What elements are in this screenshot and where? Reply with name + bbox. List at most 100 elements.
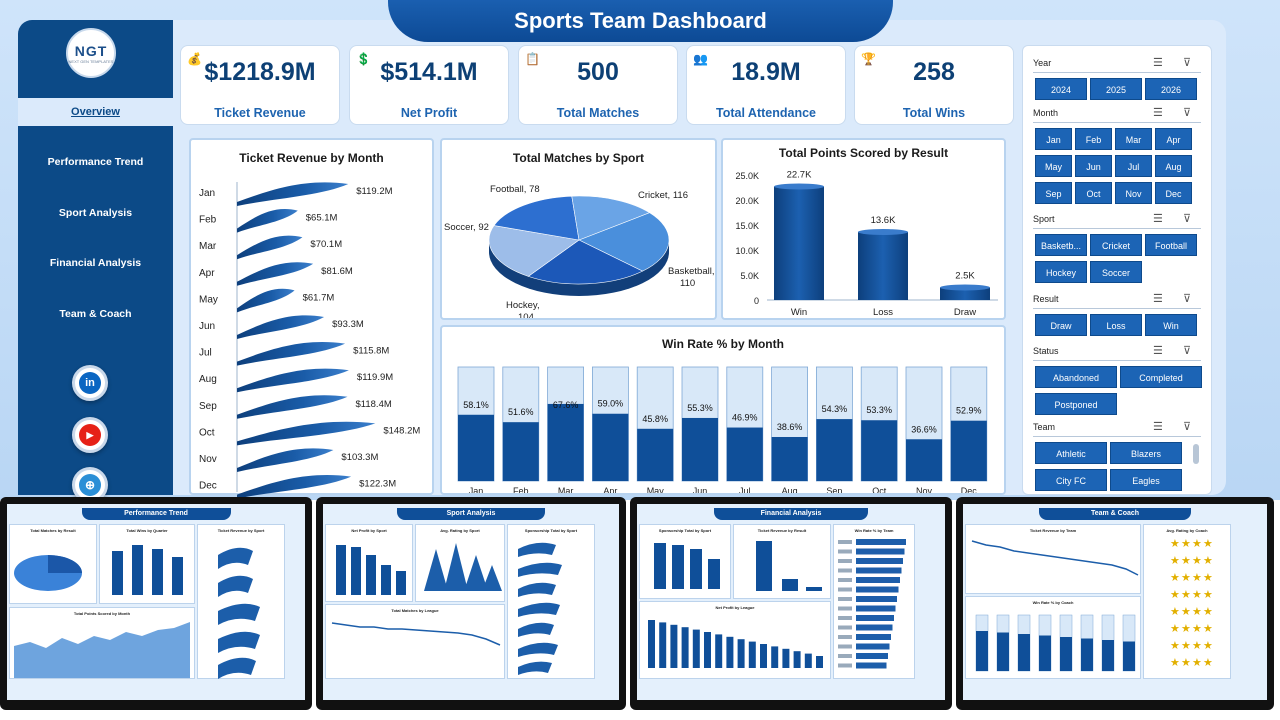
- slicer-button[interactable]: Loss: [1090, 314, 1142, 336]
- slicer-button[interactable]: Feb: [1075, 128, 1112, 150]
- youtube-icon[interactable]: ▶: [72, 417, 108, 453]
- multi-select-icon[interactable]: ☰: [1153, 57, 1163, 69]
- multi-select-icon[interactable]: ☰: [1153, 345, 1163, 357]
- thumb-bar: [737, 639, 745, 668]
- tick-label: Feb: [199, 215, 217, 226]
- result-bar: [940, 287, 990, 300]
- thumb-bar: [760, 644, 767, 668]
- chart-title: Total Matches by Sport: [512, 151, 645, 165]
- slice-label: Cricket, 116: [638, 190, 688, 201]
- slicer-button[interactable]: 2024: [1035, 78, 1087, 100]
- revenue-bar: [237, 342, 346, 366]
- multi-select-icon[interactable]: ☰: [1153, 421, 1163, 433]
- thumb-bar: [856, 605, 896, 612]
- star-icon: ★: [1192, 623, 1202, 635]
- clear-filter-icon[interactable]: ⊽: [1183, 107, 1192, 119]
- slicer-button[interactable]: Aug: [1155, 155, 1192, 177]
- thumbnail-sport-analysis[interactable]: Sport Analysis Net Profit by Sport Avg. …: [316, 497, 626, 710]
- data-label: $122.3M: [359, 479, 396, 490]
- slicer-button[interactable]: Oct: [1075, 182, 1112, 204]
- thumb-label-mark: [838, 616, 852, 620]
- clear-filter-icon[interactable]: ⊽: [1183, 421, 1192, 433]
- tick-label: Feb: [513, 486, 529, 493]
- nav-item-overview[interactable]: Overview: [18, 98, 173, 126]
- slicer-button[interactable]: 2025: [1090, 78, 1142, 100]
- matches-by-sport-chart: Total Matches by Sport Cricket, 116 Baske…: [440, 138, 717, 320]
- star-icon: ★: [1181, 555, 1191, 567]
- revenue-bar: [237, 235, 303, 260]
- data-label: 2.5K: [955, 271, 975, 282]
- slicer-title: Sport: [1033, 214, 1055, 224]
- slicer-title: Result: [1033, 294, 1059, 304]
- winrate-bar: [502, 422, 539, 481]
- nav-item-financial-analysis[interactable]: Financial Analysis: [49, 257, 142, 269]
- result-bar: [858, 232, 908, 300]
- slicer-button[interactable]: Athletic: [1035, 442, 1107, 464]
- clear-filter-icon[interactable]: ⊽: [1183, 345, 1192, 357]
- slicer-button[interactable]: Football: [1145, 234, 1197, 256]
- thumb-bar: [1039, 635, 1051, 671]
- slicer-button[interactable]: Hockey: [1035, 261, 1087, 283]
- slicer-button[interactable]: Jun: [1075, 155, 1112, 177]
- kpi-value: 258: [913, 58, 955, 86]
- tick-label: Dec: [199, 481, 217, 492]
- thumb-panel: Win Rate % by Team: [833, 524, 915, 679]
- slicer-button[interactable]: 2026: [1145, 78, 1197, 100]
- slicer-button[interactable]: Completed: [1120, 366, 1202, 388]
- tick-label: 5.0K: [740, 271, 759, 281]
- slicer-button[interactable]: Nov: [1115, 182, 1152, 204]
- slicer-button[interactable]: Abandoned: [1035, 366, 1117, 388]
- kpi-value: 18.9M: [731, 58, 801, 86]
- slicer-button[interactable]: Jul: [1115, 155, 1152, 177]
- multi-select-icon[interactable]: ☰: [1153, 107, 1163, 119]
- thumbnail-team-coach[interactable]: Team & Coach Ticket Revenue by Team Avg.…: [956, 497, 1274, 710]
- clear-filter-icon[interactable]: ⊽: [1183, 57, 1192, 69]
- thumb-bar: [1123, 641, 1135, 671]
- slicer-scrollbar[interactable]: [1193, 444, 1199, 464]
- thumb-bar: [659, 622, 667, 668]
- thumb-bar: [670, 624, 678, 668]
- thumb-bar: [856, 548, 905, 555]
- slicer-button[interactable]: Mar: [1115, 128, 1152, 150]
- nav-item-performance-trend[interactable]: Performance Trend: [47, 156, 144, 168]
- data-label: 55.3%: [687, 403, 713, 413]
- slicer-button[interactable]: Dec: [1155, 182, 1192, 204]
- thumbnail-title: Sport Analysis: [397, 508, 545, 520]
- kpi-value: $514.1M: [380, 58, 478, 86]
- clear-filter-icon[interactable]: ⊽: [1183, 293, 1192, 305]
- slicer-button[interactable]: Postponed: [1035, 393, 1117, 415]
- tick-label: Mar: [199, 241, 217, 252]
- slicer-button[interactable]: May: [1035, 155, 1072, 177]
- multi-select-icon[interactable]: ☰: [1153, 293, 1163, 305]
- star-icon: ★: [1203, 555, 1213, 567]
- slicer-button[interactable]: City FC: [1035, 469, 1107, 491]
- slicer-button[interactable]: Sep: [1035, 182, 1072, 204]
- slicer-button[interactable]: Cricket: [1090, 234, 1142, 256]
- thumbnail-financial-analysis[interactable]: Financial Analysis Sponsorship Total by …: [630, 497, 952, 710]
- star-icon: ★: [1192, 555, 1202, 567]
- thumb-bar: [856, 624, 893, 631]
- slicer-button[interactable]: Win: [1145, 314, 1197, 336]
- nav-item-sport-analysis[interactable]: Sport Analysis: [58, 207, 133, 219]
- multi-select-icon[interactable]: ☰: [1153, 213, 1163, 225]
- slicer-button[interactable]: Jan: [1035, 128, 1072, 150]
- thumb-panel-title: Avg. Rating by Sport: [440, 528, 480, 533]
- slicer-title: Team: [1033, 422, 1056, 432]
- slicer-button[interactable]: Blazers: [1110, 442, 1182, 464]
- linkedin-icon[interactable]: in: [72, 365, 108, 401]
- chart-title: Win Rate % by Month: [662, 337, 784, 351]
- slicer-button[interactable]: Basketb...: [1035, 234, 1087, 256]
- clear-filter-icon[interactable]: ⊽: [1183, 213, 1192, 225]
- tick-label: Oct: [199, 427, 215, 438]
- thumb-bar: [681, 627, 689, 668]
- slicer-button[interactable]: Draw: [1035, 314, 1087, 336]
- thumb-label-mark: [838, 559, 852, 563]
- star-icon: ★: [1181, 589, 1191, 601]
- slicer-button[interactable]: Eagles: [1110, 469, 1182, 491]
- kpi-total-wins: 🏆 258 Total Wins: [854, 45, 1014, 125]
- winrate-bar: [592, 413, 629, 481]
- thumbnail-performance-trend[interactable]: Performance Trend Total Matches by Resul…: [0, 497, 312, 710]
- nav-item-team-coach[interactable]: Team & Coach: [59, 308, 132, 320]
- slicer-button[interactable]: Soccer: [1090, 261, 1142, 283]
- slicer-button[interactable]: Apr: [1155, 128, 1192, 150]
